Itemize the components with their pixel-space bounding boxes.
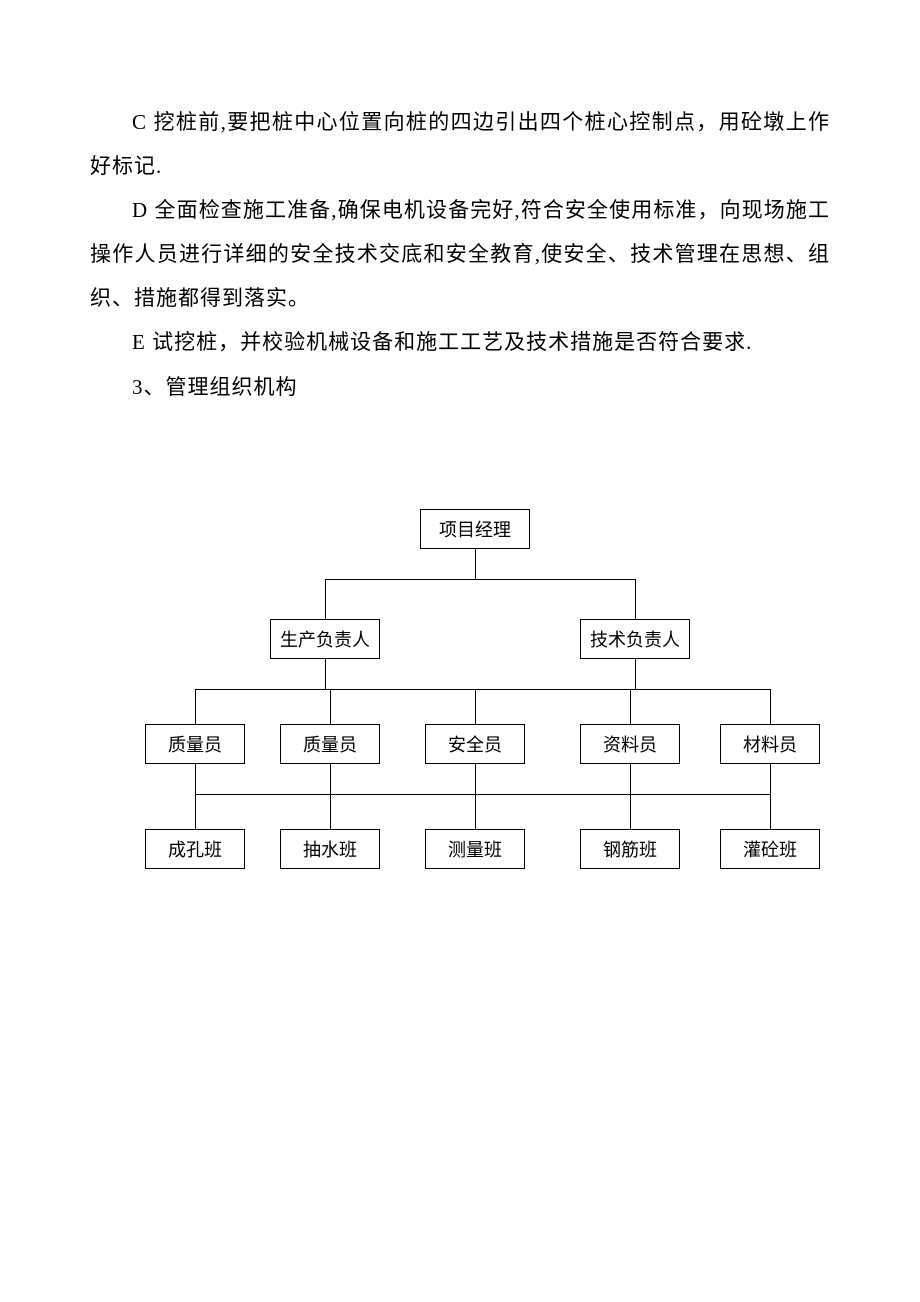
node-document: 资料员 <box>580 724 680 764</box>
org-chart: 项目经理 生产负责人 技术负责人 质量员 质量员 安全员 <box>90 509 830 889</box>
node-rebar-team: 钢筋班 <box>580 829 680 869</box>
connector-line <box>630 689 631 724</box>
node-label: 钢筋班 <box>603 836 657 862</box>
node-material: 材料员 <box>720 724 820 764</box>
node-technical-lead: 技术负责人 <box>580 619 690 659</box>
connector-line <box>635 579 636 619</box>
node-label: 安全员 <box>448 731 502 757</box>
node-label: 项目经理 <box>439 516 511 542</box>
connector-line <box>475 549 476 579</box>
connector-line <box>475 689 476 724</box>
node-concrete-team: 灌砼班 <box>720 829 820 869</box>
paragraph-d: D 全面检查施工准备,确保电机设备完好,符合安全使用标准，向现场施工操作人员进行… <box>90 188 830 320</box>
node-pumping-team: 抽水班 <box>280 829 380 869</box>
node-label: 材料员 <box>743 731 797 757</box>
connector-line <box>770 794 771 829</box>
node-label: 灌砼班 <box>743 836 797 862</box>
connector-line <box>195 689 196 724</box>
connector-line <box>325 579 326 619</box>
connector-line <box>195 764 196 794</box>
connector-line <box>195 689 771 690</box>
paragraph-c: C 挖桩前,要把桩中心位置向桩的四边引出四个桩心控制点，用砼墩上作好标记. <box>90 100 830 188</box>
connector-line <box>325 659 326 689</box>
connector-line <box>195 794 196 829</box>
document-body: C 挖桩前,要把桩中心位置向桩的四边引出四个桩心控制点，用砼墩上作好标记. D … <box>90 100 830 889</box>
connector-line <box>330 689 331 724</box>
connector-line <box>330 764 331 794</box>
connector-line <box>475 794 476 829</box>
node-label: 抽水班 <box>303 836 357 862</box>
node-label: 质量员 <box>168 731 222 757</box>
connector-line <box>195 794 771 795</box>
connector-line <box>330 794 331 829</box>
node-quality-1: 质量员 <box>145 724 245 764</box>
node-label: 资料员 <box>603 731 657 757</box>
connector-line <box>635 659 636 689</box>
connector-line <box>630 764 631 794</box>
node-production-lead: 生产负责人 <box>270 619 380 659</box>
paragraph-e: E 试挖桩，并校验机械设备和施工工艺及技术措施是否符合要求. <box>90 320 830 364</box>
node-safety: 安全员 <box>425 724 525 764</box>
connector-line <box>770 689 771 724</box>
node-drilling-team: 成孔班 <box>145 829 245 869</box>
node-survey-team: 测量班 <box>425 829 525 869</box>
node-label: 生产负责人 <box>280 626 370 652</box>
connector-line <box>630 794 631 829</box>
connector-line <box>770 764 771 794</box>
node-label: 质量员 <box>303 731 357 757</box>
node-quality-2: 质量员 <box>280 724 380 764</box>
node-label: 技术负责人 <box>590 626 680 652</box>
node-project-manager: 项目经理 <box>420 509 530 549</box>
paragraph-section-3: 3、管理组织机构 <box>90 365 830 409</box>
connector-line <box>475 764 476 794</box>
node-label: 成孔班 <box>168 836 222 862</box>
connector-line <box>325 579 635 580</box>
node-label: 测量班 <box>448 836 502 862</box>
